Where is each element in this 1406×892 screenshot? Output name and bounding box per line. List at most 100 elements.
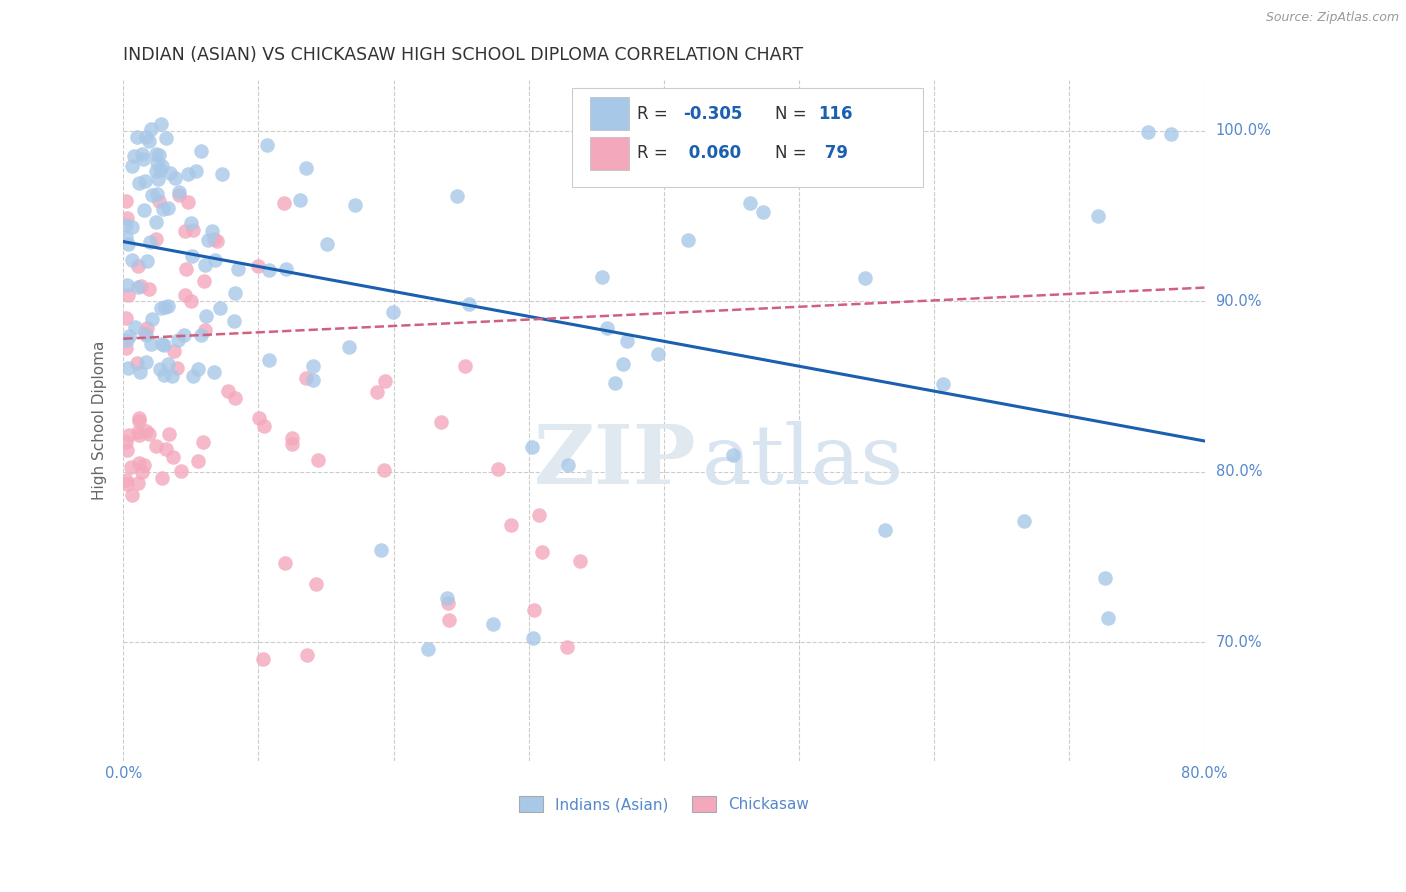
Point [568,554,591,568]
Point [145,439,167,453]
Point [128,177,150,191]
Point [141,312,163,326]
Point [115,443,138,458]
Point [128,428,150,442]
Point [145,232,167,246]
Point [280,437,302,451]
Point [121,159,143,173]
Point [135,327,157,342]
Point [274,261,297,276]
Text: 116: 116 [818,104,853,123]
Point [157,201,180,215]
Y-axis label: High School Diploma: High School Diploma [93,341,107,500]
Point [167,185,190,199]
Point [316,236,339,251]
Point [174,288,197,302]
Point [128,365,150,379]
Point [150,117,173,131]
Point [170,464,193,478]
Point [1136,126,1159,140]
Point [121,488,143,502]
Point [115,477,138,491]
Point [148,172,170,186]
Point [136,321,159,335]
Point [121,252,143,267]
Point [247,259,270,273]
Text: 0.060: 0.060 [683,145,741,162]
Point [454,359,477,373]
Text: ZIP: ZIP [534,421,696,501]
Point [134,326,156,341]
Legend: Indians (Asian), Chickasaw: Indians (Asian), Chickasaw [513,789,815,819]
Point [150,159,173,173]
Point [167,333,190,347]
Point [177,167,200,181]
Point [115,218,138,232]
Point [120,459,142,474]
Point [117,360,139,375]
Text: 100.0%: 100.0% [1216,123,1271,138]
Point [280,431,302,445]
Point [612,357,634,371]
Point [132,458,155,472]
Point [201,224,224,238]
Point [159,166,181,180]
Point [194,258,217,272]
Point [522,632,544,646]
Point [224,286,246,301]
Point [193,274,215,288]
Point [224,392,246,406]
Point [190,327,212,342]
Point [139,337,162,351]
Point [253,418,276,433]
Point [337,340,360,354]
Point [167,188,190,202]
Point [486,462,509,476]
Point [446,189,468,203]
Text: Source: ZipAtlas.com: Source: ZipAtlas.com [1265,11,1399,24]
Point [155,300,177,314]
Point [217,384,239,398]
Point [676,233,699,247]
Point [274,556,297,570]
Point [247,411,270,425]
Point [555,640,578,654]
Point [207,234,229,248]
Point [202,365,225,379]
Point [117,334,139,348]
Point [132,152,155,166]
Point [209,301,232,316]
Text: 90.0%: 90.0% [1216,293,1263,309]
Point [149,163,172,178]
Point [152,202,174,217]
Point [173,224,195,238]
FancyBboxPatch shape [591,97,630,130]
Text: 79: 79 [818,145,848,162]
Point [193,434,215,449]
Point [180,293,202,308]
Point [127,279,149,293]
Point [288,193,311,207]
Point [366,385,388,400]
Point [190,144,212,158]
Point [1097,610,1119,624]
Point [157,299,180,313]
Point [418,641,440,656]
Point [135,130,157,145]
Point [174,262,197,277]
Point [153,338,176,352]
Point [155,442,177,456]
Point [222,313,245,327]
Point [157,357,180,371]
Point [145,215,167,229]
Point [202,232,225,246]
Text: atlas: atlas [702,421,904,501]
Point [127,425,149,439]
Point [162,450,184,465]
Point [853,270,876,285]
Point [124,149,146,163]
Point [186,453,208,467]
Point [129,279,152,293]
Point [307,453,329,467]
Point [145,187,167,202]
